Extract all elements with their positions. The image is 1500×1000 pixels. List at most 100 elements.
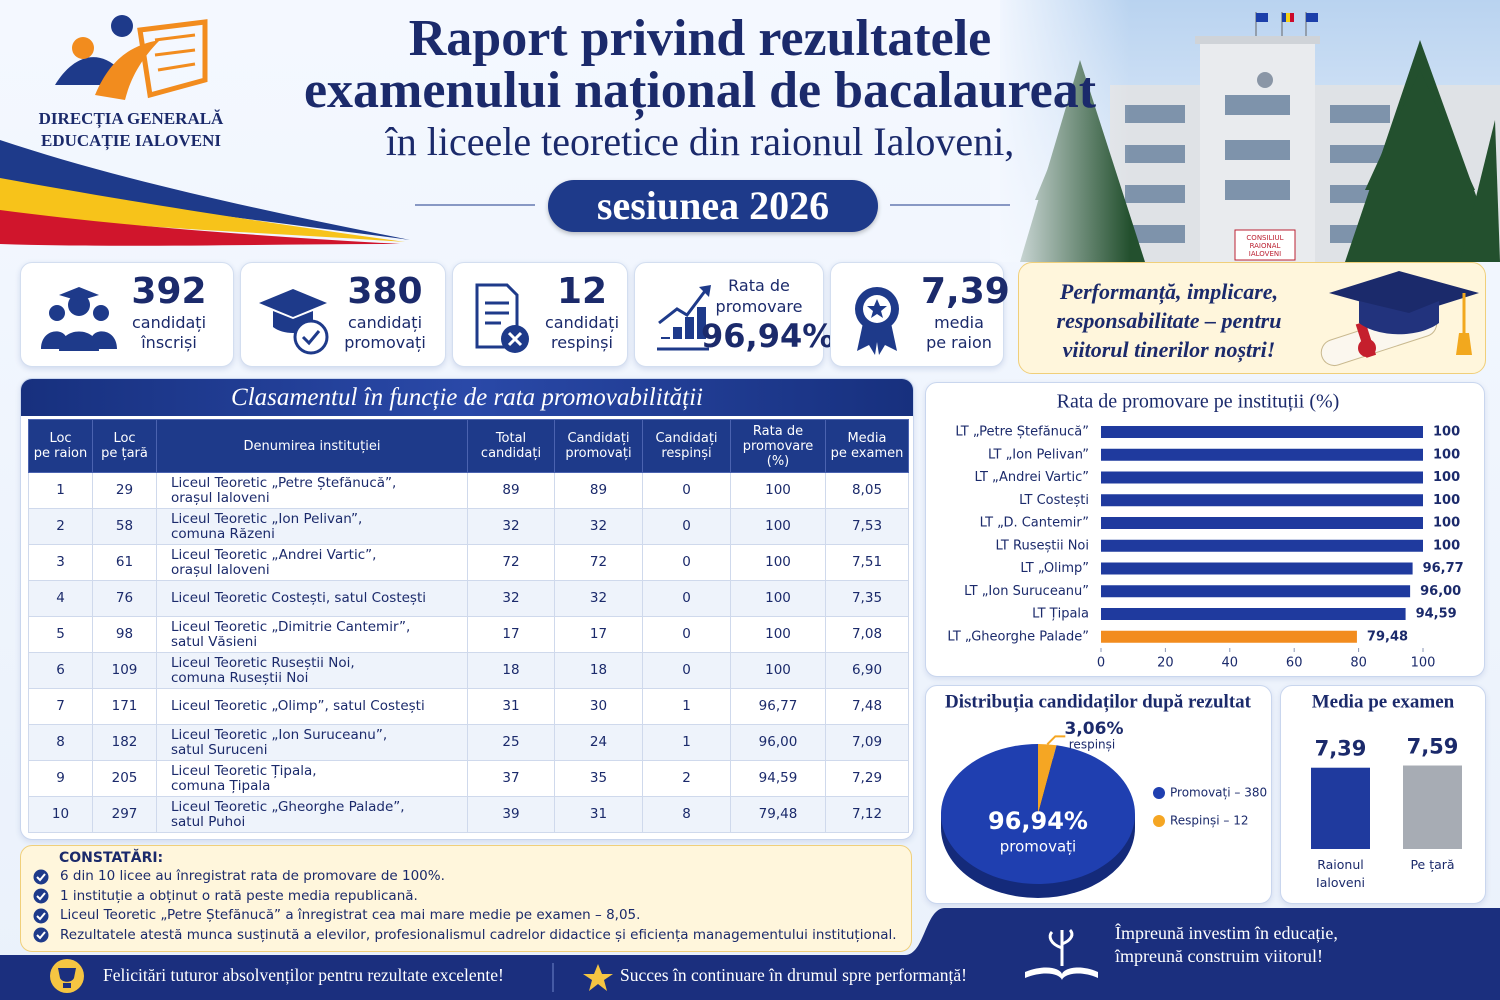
table-cell: 79,48 [730, 796, 826, 833]
header-line: Loc [113, 431, 136, 446]
table-cell: 297 [92, 796, 157, 833]
icon [293, 319, 329, 355]
table-cell: 25 [467, 724, 555, 761]
finding-item: 1 instituție a obținut o rată peste medi… [33, 887, 897, 907]
stat-label: promovați [344, 333, 426, 352]
value-label: 94,59 [1416, 607, 1457, 622]
table-cell: 32 [554, 580, 643, 617]
table-header: Loc pe raion [28, 419, 93, 473]
category-label: LT Ruseștii Noi [995, 538, 1089, 553]
legend-swatch [1153, 815, 1165, 827]
findings-panel: CONSTATĂRI: 6 din 10 licee au înregistra… [20, 845, 912, 952]
building-sign: CONSILIUL [1246, 234, 1283, 242]
value-label: 100 [1433, 516, 1460, 531]
stat-heading: promovare [715, 297, 803, 316]
table-cell: 96,77 [730, 688, 826, 725]
check-bg [33, 908, 49, 924]
value-label: 7,39 [1315, 737, 1367, 761]
icon [697, 307, 706, 339]
pie-slice-label: respinși [1069, 738, 1115, 752]
footer-text: Succes în continuare în drumul spre perf… [620, 965, 967, 985]
finding-text: Rezultatele atestă munca susținută a ele… [60, 926, 897, 943]
institution-cell: Liceul Teoretic „Gheorghe Palade”, satul … [156, 796, 468, 833]
institution-cell: Liceul Teoretic „Ion Pelivan”, comuna Răz… [156, 508, 468, 545]
cell-line: Liceul Teoretic „Olimp”, satul Costești [171, 698, 425, 714]
category-label: LT Țipala [1032, 607, 1089, 622]
finding-item: 6 din 10 licee au înregistrat rata de pr… [33, 867, 897, 887]
table-cell: 7 [28, 688, 93, 725]
value-label: 100 [1433, 470, 1460, 485]
subtitle: în liceele teoretice din raionul Ialoven… [385, 119, 1015, 164]
header-line: Loc [49, 431, 72, 446]
cell-line: Liceul Teoretic „Petre Ștefănucă”, [171, 474, 397, 491]
media-chart: Media pe examen 7,39 7,59 [1311, 691, 1462, 849]
cell-line: Liceul Teoretic „Andrei Vartic”, [171, 546, 377, 563]
stat-label: respinși [551, 333, 613, 352]
icon [49, 305, 65, 321]
table-cell: 10 [28, 796, 93, 833]
stat-label: candidați [131, 313, 207, 332]
pie-slice [941, 744, 1135, 884]
header-line: promovați [565, 446, 632, 461]
finding-text: 6 din 10 licee au înregistrat rata de pr… [60, 868, 445, 884]
check-icon [33, 908, 49, 924]
stat-text: 12 candidați respinși [543, 271, 621, 353]
table-cell: 8 [642, 796, 731, 833]
institution-cell: Liceul Teoretic „Petre Ștefănucă”, orașul… [156, 472, 468, 509]
table-cell: 89 [467, 472, 555, 509]
table-cell: 5 [28, 616, 93, 653]
table-cell: 171 [92, 688, 157, 725]
motto-line: responsabilitate – pentru [1056, 308, 1282, 333]
bar [1101, 585, 1411, 598]
bar [1101, 517, 1423, 529]
icon [658, 290, 707, 325]
table-cell: 24 [554, 724, 643, 761]
stat-text: 7,39 media pe raion [921, 271, 1010, 353]
table-cell: 72 [467, 544, 555, 581]
category-label: Pe țară [1410, 857, 1455, 872]
icon [485, 301, 509, 325]
check [36, 892, 46, 901]
value-label: 100 [1433, 447, 1460, 462]
stat-icon [855, 287, 899, 355]
leader-line [1046, 735, 1066, 746]
table-panel: Clasamentul în funcție de rata promovabi… [20, 378, 914, 840]
cell-line: satul Puhoi [171, 813, 246, 830]
icon [857, 323, 879, 355]
stat-text: Rata de promovare 96,94% [701, 275, 834, 355]
icon [673, 327, 682, 339]
icon [507, 331, 523, 347]
table-cell: 39 [467, 796, 555, 833]
pie-value-label: 3,06% [1065, 719, 1124, 739]
table-cell: 35 [554, 760, 643, 797]
stat-value: 12 [556, 271, 608, 312]
table-cell: 0 [642, 544, 731, 581]
cell-line: comuna Țipala [171, 777, 271, 794]
cell-line: Liceul Teoretic Țipala, [171, 762, 317, 779]
stat-icon-box [37, 281, 117, 361]
institution-cell: Liceul Teoretic „Andrei Vartic”, orașul I… [156, 544, 468, 581]
table-cell: 8 [28, 724, 93, 761]
stat-icon [657, 285, 711, 351]
header-line: candidați [480, 446, 542, 461]
check-bg [33, 869, 49, 885]
table-cell: 32 [554, 508, 643, 545]
table-cell: 37 [467, 760, 555, 797]
category-label: LT „Ion Pelivan” [988, 447, 1089, 462]
finding-text: Liceul Teoretic „Petre Ștefănucă” a înre… [60, 907, 641, 923]
stat-card: 392 candidați înscriși [20, 262, 234, 367]
institution-cell: Liceul Teoretic Țipala, comuna Țipala [156, 760, 468, 797]
icon [68, 294, 90, 316]
header-line: pe examen [830, 446, 904, 461]
stat-icon [41, 287, 117, 351]
category-label: LT „Ion Suruceanu” [964, 584, 1089, 599]
check [36, 931, 46, 940]
icon-group [41, 287, 117, 351]
icon [93, 305, 109, 321]
table-cell: 109 [92, 652, 157, 689]
stat-text: 380 candidați promovați [331, 271, 439, 353]
stat-label: media [934, 313, 984, 332]
stat-heading: Rata de [728, 276, 790, 295]
table-cell: 205 [92, 760, 157, 797]
